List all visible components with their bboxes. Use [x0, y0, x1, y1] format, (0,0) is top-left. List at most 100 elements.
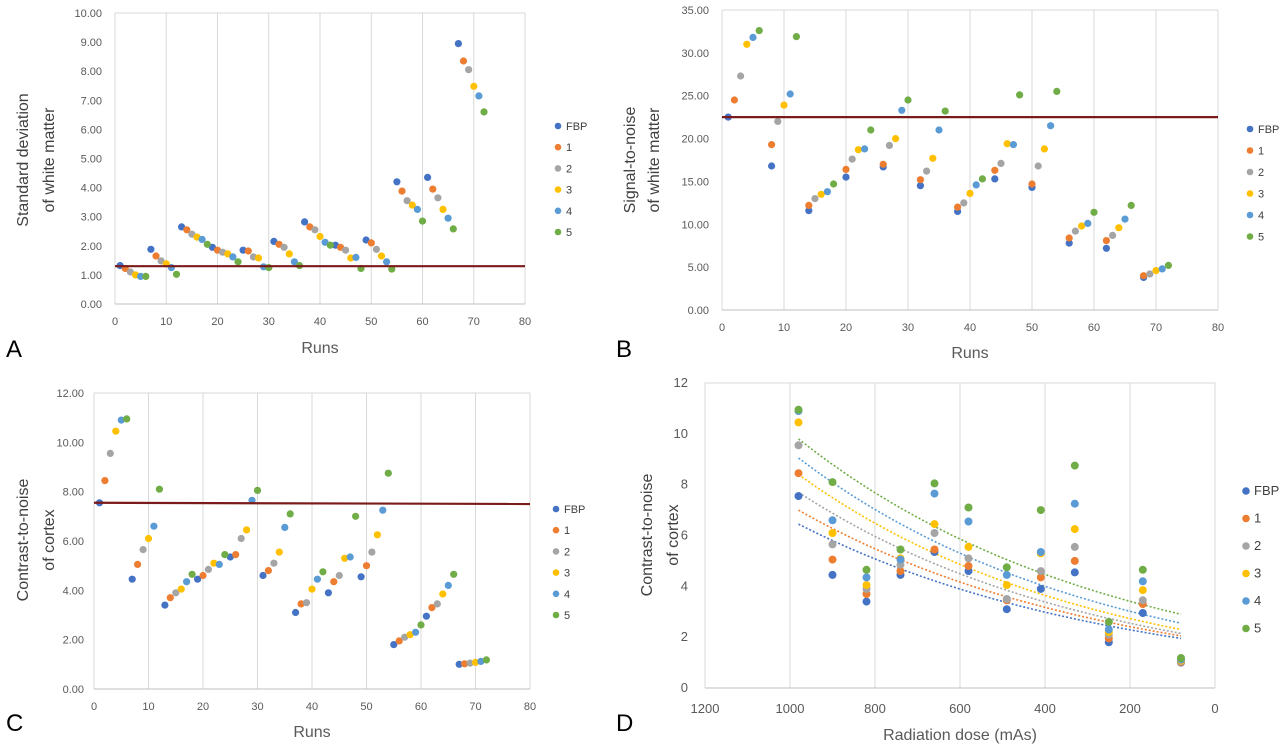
data-point-2 — [465, 66, 473, 74]
data-point-4 — [229, 253, 237, 261]
data-point-4 — [862, 573, 871, 582]
x-tick-label: 50 — [1026, 322, 1038, 334]
data-point-3 — [1040, 145, 1048, 153]
data-point-2 — [372, 245, 380, 253]
data-point-FBP — [128, 575, 136, 583]
data-point-4 — [964, 517, 973, 526]
data-point-FBP — [991, 175, 999, 183]
data-point-FBP — [194, 575, 202, 583]
data-point-2 — [1070, 542, 1079, 551]
data-point-2 — [885, 141, 894, 149]
data-point-4 — [828, 516, 837, 525]
data-point-1 — [1102, 237, 1110, 245]
data-point-4 — [1009, 141, 1018, 149]
legend-marker — [1246, 168, 1254, 176]
data-point-5 — [867, 126, 875, 134]
data-point-5 — [142, 272, 150, 280]
data-point-5 — [1002, 563, 1011, 572]
x-tick-label: 80 — [519, 316, 531, 328]
legend-label: 4 — [1254, 593, 1261, 608]
data-point-FBP — [226, 553, 234, 561]
trendline-1 — [798, 509, 1182, 637]
x-tick-label: 800 — [864, 701, 886, 716]
x-tick-label: 1200 — [691, 701, 720, 716]
legend-label: FBP — [1254, 483, 1279, 498]
trendline-5 — [798, 438, 1182, 616]
data-point-5 — [1104, 617, 1113, 626]
data-point-5 — [1177, 654, 1185, 662]
data-point-2 — [280, 243, 288, 251]
data-point-3 — [308, 585, 316, 593]
data-point-2 — [204, 565, 212, 574]
data-point-4 — [444, 214, 452, 222]
x-tick-label: 600 — [949, 701, 971, 716]
data-point-4 — [1084, 219, 1092, 227]
data-point-5 — [221, 551, 229, 559]
data-point-4 — [786, 90, 794, 98]
y-axis-label: Contrast-to-noise — [15, 479, 32, 602]
x-tick-label: 30 — [263, 316, 275, 328]
data-point-2 — [401, 633, 409, 641]
legend-marker — [1242, 624, 1250, 633]
data-point-FBP — [1102, 244, 1110, 252]
data-point-2 — [302, 599, 311, 607]
data-point-5 — [964, 503, 973, 512]
data-point-2 — [997, 159, 1005, 167]
data-point-3 — [275, 548, 283, 556]
data-point-5 — [896, 545, 905, 554]
data-point-4 — [477, 657, 485, 666]
data-point-FBP — [424, 173, 432, 181]
data-point-4 — [1002, 570, 1011, 579]
y-tick-label: 4.00 — [81, 183, 102, 195]
data-point-FBP — [1002, 605, 1011, 614]
legend-label: 1 — [1254, 511, 1261, 526]
data-point-1 — [101, 477, 109, 485]
legend-label: 1 — [1258, 146, 1264, 158]
x-tick-label: 80 — [524, 701, 536, 713]
data-point-2 — [368, 548, 376, 556]
data-point-1 — [794, 469, 803, 478]
data-point-3 — [144, 534, 153, 543]
data-point-5 — [1036, 506, 1045, 515]
data-point-1 — [991, 166, 999, 174]
data-point-5 — [1053, 87, 1061, 95]
data-point-5 — [319, 568, 327, 576]
legend-label: FBP — [566, 121, 587, 133]
trendline-3 — [798, 473, 1182, 631]
y-tick-label: 9.00 — [81, 37, 102, 49]
data-point-1 — [896, 567, 905, 576]
x-tick-label: 60 — [1088, 322, 1100, 334]
legend: FBP 1 2 3 4 5 — [554, 121, 587, 239]
legend-label: 4 — [564, 589, 570, 601]
data-point-3 — [1003, 140, 1011, 148]
data-point-5 — [755, 27, 763, 35]
data-point-4 — [313, 575, 321, 583]
data-point-3 — [892, 135, 900, 143]
data-point-3 — [1115, 224, 1123, 232]
data-point-2 — [1146, 270, 1154, 278]
x-tick-label: 60 — [416, 316, 428, 328]
data-point-2 — [960, 199, 968, 207]
data-point-FBP — [1070, 568, 1079, 577]
legend-marker — [552, 590, 560, 598]
data-point-3 — [470, 82, 478, 90]
y-tick-label: 2.00 — [81, 241, 102, 253]
data-point-2 — [172, 589, 180, 597]
data-point-1 — [134, 560, 142, 569]
y-tick-label: 1.00 — [81, 270, 102, 282]
data-point-2 — [403, 197, 411, 205]
data-point-FBP — [805, 207, 813, 215]
x-tick-label: 40 — [964, 322, 976, 334]
data-point-5 — [234, 258, 242, 266]
data-point-5 — [862, 565, 871, 574]
data-point-4 — [1036, 548, 1045, 556]
data-point-3 — [780, 101, 788, 109]
data-point-4 — [412, 628, 420, 636]
data-point-5 — [1164, 261, 1172, 269]
data-point-4 — [248, 496, 256, 504]
data-point-2 — [311, 226, 319, 234]
data-point-4 — [281, 523, 289, 532]
data-point-1 — [199, 571, 207, 580]
data-point-3 — [1002, 581, 1011, 590]
